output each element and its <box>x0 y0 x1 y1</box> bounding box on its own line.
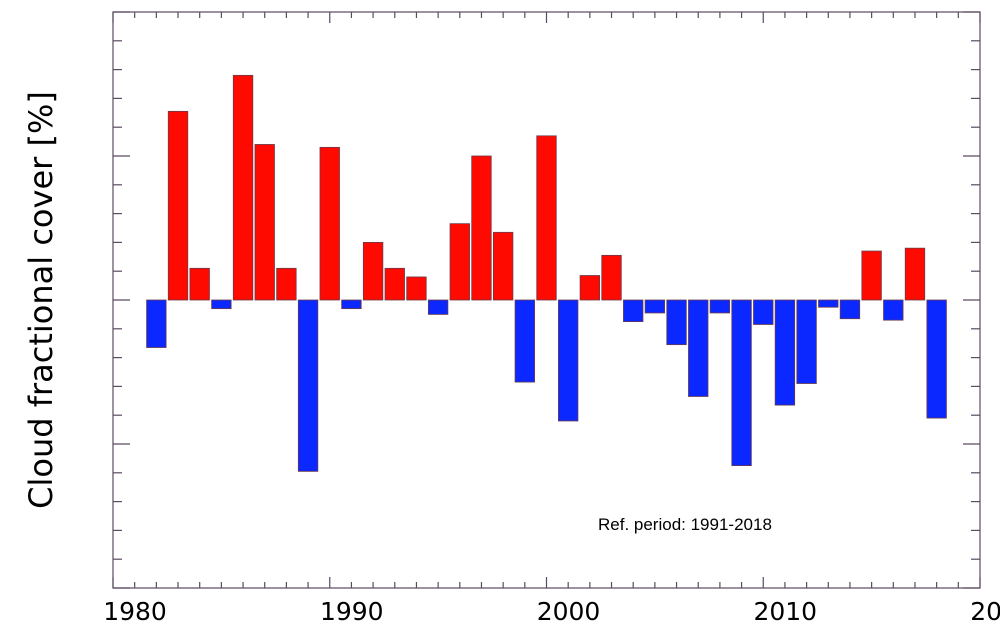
bar-2017 <box>904 247 926 301</box>
x-tick-label-1980: 1980 <box>103 597 167 626</box>
bar-1987 <box>254 144 275 301</box>
bar-2016 <box>883 299 904 321</box>
bar-2012 <box>796 299 817 384</box>
bar-1984 <box>189 267 210 301</box>
bar-2014 <box>839 299 861 320</box>
x-tick-labels: 1980 1990 2000 2010 2020 <box>103 597 1000 626</box>
bar-1993 <box>384 267 405 301</box>
bar-2006 <box>666 299 687 346</box>
x-tick-label-2000: 2000 <box>537 597 601 626</box>
bar-1998 <box>492 231 514 301</box>
bar-1990 <box>319 146 340 301</box>
bar-2010 <box>753 299 774 325</box>
x-tick-label-2010: 2010 <box>753 597 817 626</box>
bars-group <box>146 74 947 472</box>
x-tick-label-2020: 2020 <box>970 597 1000 626</box>
bar-2002 <box>579 275 601 301</box>
bar-1989 <box>297 299 319 472</box>
bar-1995 <box>427 299 449 315</box>
bar-2018 <box>926 299 947 419</box>
bar-1988 <box>276 267 297 301</box>
bar-2004 <box>623 299 644 323</box>
bar-2008 <box>709 299 731 314</box>
bar-2000 <box>536 135 557 301</box>
bar-1985 <box>211 299 232 310</box>
bar-1986 <box>232 74 254 301</box>
bar-2011 <box>774 299 796 406</box>
y-axis-label: Cloud fractional cover [%] <box>22 91 60 509</box>
bar-2001 <box>558 299 579 422</box>
bar-2015 <box>861 250 882 301</box>
bar-2013 <box>818 299 839 308</box>
bar-2005 <box>644 299 666 314</box>
bar-1994 <box>406 276 427 301</box>
bar-1982 <box>146 299 167 348</box>
bar-1996 <box>449 223 470 301</box>
bar-1983 <box>167 110 189 301</box>
bar-2003 <box>601 254 622 301</box>
reference-period-annotation: Ref. period: 1991-2018 <box>598 515 772 534</box>
axes-group <box>112 11 981 589</box>
bar-2007 <box>688 299 709 397</box>
x-tick-label-1990: 1990 <box>320 597 384 626</box>
bar-1991 <box>341 299 362 310</box>
bar-1997 <box>471 155 492 301</box>
bar-2009 <box>731 299 752 467</box>
bar-1992 <box>362 241 384 301</box>
bar-1999 <box>514 299 535 383</box>
